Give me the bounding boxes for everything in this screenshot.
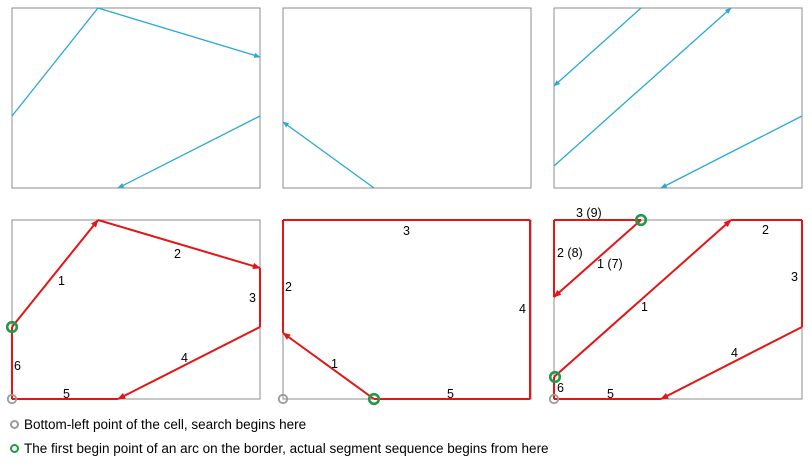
segment-label: 4 <box>181 351 188 365</box>
segment-label: 6 <box>557 381 564 395</box>
arc <box>11 7 261 117</box>
green-circle-icon <box>634 213 648 227</box>
green-circle-icon <box>10 444 19 453</box>
arc <box>282 121 375 189</box>
top-cell-2 <box>282 7 532 189</box>
segment-4 <box>117 326 261 400</box>
segment-label: 1 (7) <box>597 257 623 271</box>
bottom-cell-2: 1 2 3 4 5 <box>277 219 532 406</box>
legend-green-marker: The first begin point of an arc on the b… <box>10 441 549 456</box>
cell-frame <box>553 219 803 400</box>
grey-circle-icon <box>6 393 18 405</box>
legend-grey-marker: Bottom-left point of the cell, search be… <box>10 417 306 432</box>
bottom-cell-3: 1 2 3 4 5 6 1 (7) 2 (8) 3 (9) <box>548 206 803 405</box>
segment-label: 2 <box>174 247 181 261</box>
top-cell-1 <box>11 7 261 189</box>
segment-label: 3 <box>249 291 256 305</box>
segment-label: 6 <box>14 359 21 373</box>
segment-2 <box>97 219 261 270</box>
grey-circle-icon <box>548 393 560 405</box>
segment-label: 2 <box>762 223 769 237</box>
grey-circle-icon <box>10 420 19 429</box>
segment-1 <box>553 219 732 378</box>
cell-frame <box>282 219 532 400</box>
segment-label: 2 <box>285 280 292 294</box>
segment-label: 1 <box>331 357 338 371</box>
segment-label: 5 <box>447 387 454 401</box>
cell-frame <box>11 219 261 400</box>
green-circle-icon <box>5 320 19 334</box>
legend-grey-text: Bottom-left point of the cell, search be… <box>24 417 307 432</box>
segment-label: 3 (9) <box>576 206 602 220</box>
legend-green-text: The first begin point of an arc on the b… <box>24 441 549 456</box>
grey-circle-icon <box>277 393 289 405</box>
top-cell-3 <box>553 7 803 189</box>
segment-label: 4 <box>731 346 738 360</box>
segment-label: 1 <box>641 300 648 314</box>
arc <box>660 115 803 189</box>
segment-4 <box>660 326 803 400</box>
segment-1 <box>11 219 99 328</box>
green-circle-icon <box>548 370 562 384</box>
bottom-cell-1: 1 2 3 4 5 6 <box>5 219 261 405</box>
segment-label: 5 <box>607 387 614 401</box>
arc <box>117 115 261 189</box>
segment-label: 3 <box>791 270 798 284</box>
cell-frame <box>282 7 532 189</box>
segment-label: 2 (8) <box>557 246 583 260</box>
segment-label: 1 <box>58 274 65 288</box>
segment-7 <box>553 219 642 298</box>
segment-label: 5 <box>63 387 70 401</box>
segment-1 <box>282 332 375 400</box>
arc <box>553 7 642 87</box>
cell-frame <box>553 7 803 189</box>
segment-label: 3 <box>403 224 410 238</box>
arc <box>553 7 732 167</box>
segment-label: 4 <box>519 302 526 316</box>
cell-frame <box>11 7 261 189</box>
green-circle-icon <box>367 392 381 406</box>
